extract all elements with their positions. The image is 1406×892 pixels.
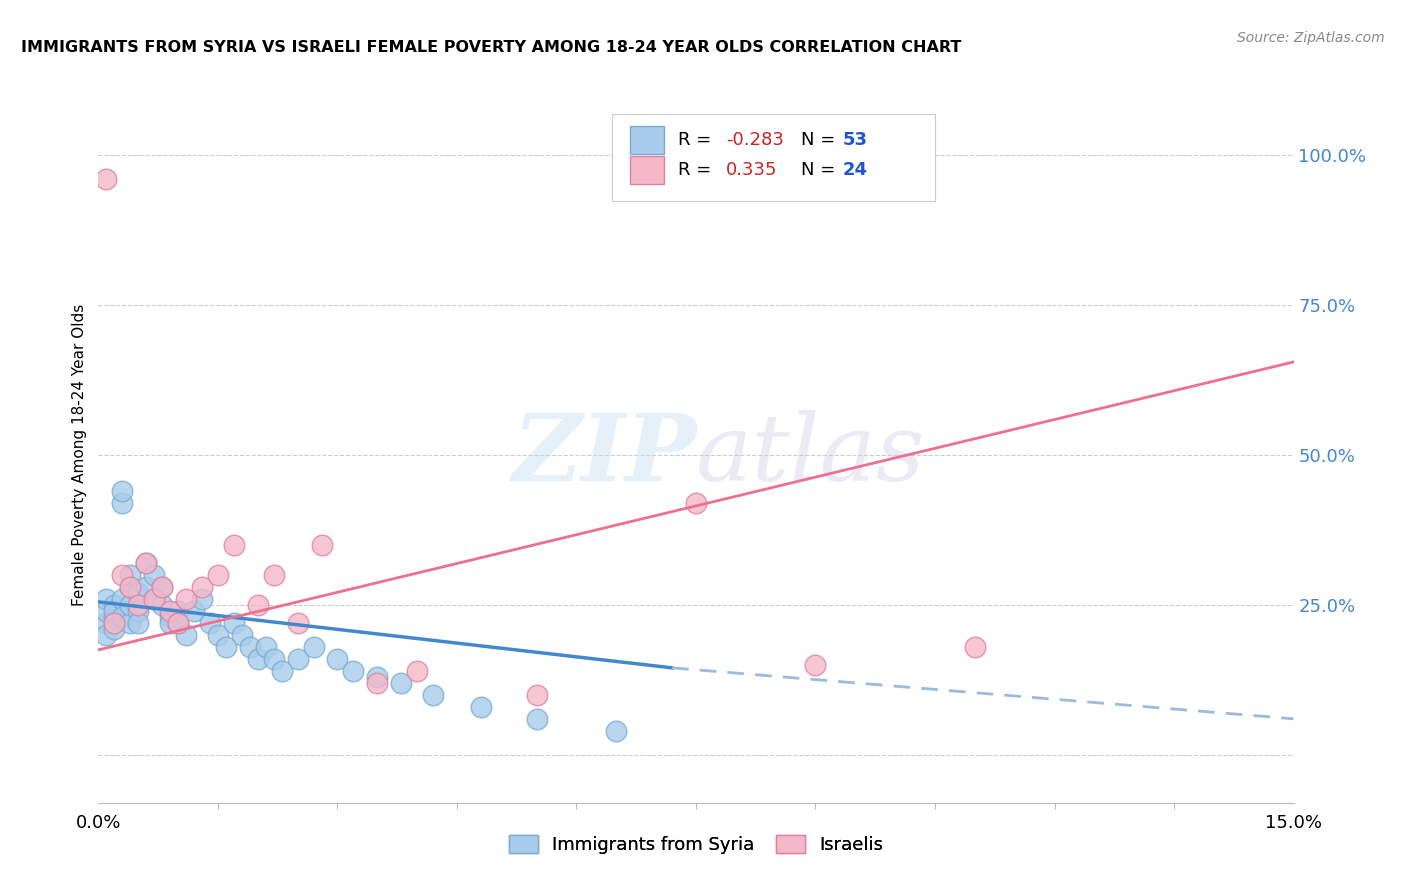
Point bbox=[389, 676, 412, 690]
Point bbox=[366, 670, 388, 684]
Point bbox=[215, 640, 238, 654]
Point bbox=[150, 580, 173, 594]
Point bbox=[135, 580, 157, 594]
Point bbox=[111, 483, 134, 498]
Point bbox=[143, 591, 166, 606]
Point bbox=[96, 172, 118, 186]
Point bbox=[103, 598, 125, 612]
Point bbox=[96, 615, 118, 630]
Point bbox=[103, 610, 125, 624]
Point bbox=[120, 615, 142, 630]
Point bbox=[302, 640, 325, 654]
Point bbox=[96, 604, 118, 618]
Legend: Immigrants from Syria, Israelis: Immigrants from Syria, Israelis bbox=[499, 826, 893, 863]
Point bbox=[111, 610, 134, 624]
Point bbox=[127, 586, 149, 600]
Text: IMMIGRANTS FROM SYRIA VS ISRAELI FEMALE POVERTY AMONG 18-24 YEAR OLDS CORRELATIO: IMMIGRANTS FROM SYRIA VS ISRAELI FEMALE … bbox=[21, 40, 962, 55]
FancyBboxPatch shape bbox=[613, 114, 935, 201]
Point bbox=[804, 657, 827, 672]
Point bbox=[120, 580, 142, 594]
Point bbox=[111, 567, 134, 582]
Text: -0.283: -0.283 bbox=[725, 131, 783, 149]
Text: ZIP: ZIP bbox=[512, 410, 696, 500]
Point bbox=[103, 615, 125, 630]
Point bbox=[254, 640, 277, 654]
Point bbox=[127, 615, 149, 630]
Text: N =: N = bbox=[801, 131, 841, 149]
Text: R =: R = bbox=[678, 131, 717, 149]
Point bbox=[963, 640, 986, 654]
Point bbox=[222, 615, 245, 630]
Point bbox=[406, 664, 429, 678]
Point bbox=[222, 538, 245, 552]
Point bbox=[120, 598, 142, 612]
Text: R =: R = bbox=[678, 161, 723, 178]
Point bbox=[135, 556, 157, 570]
Point bbox=[239, 640, 262, 654]
Text: 0.335: 0.335 bbox=[725, 161, 778, 178]
Point bbox=[422, 688, 444, 702]
Y-axis label: Female Poverty Among 18-24 Year Olds: Female Poverty Among 18-24 Year Olds bbox=[72, 304, 87, 606]
Point bbox=[96, 628, 118, 642]
Point bbox=[174, 628, 197, 642]
Point bbox=[103, 622, 125, 636]
Point bbox=[198, 615, 221, 630]
Point bbox=[526, 688, 548, 702]
Point bbox=[111, 496, 134, 510]
Text: 24: 24 bbox=[844, 161, 868, 178]
Point bbox=[191, 580, 214, 594]
Point bbox=[167, 615, 190, 630]
Point bbox=[174, 591, 197, 606]
Point bbox=[342, 664, 364, 678]
Point bbox=[263, 652, 285, 666]
Point bbox=[135, 556, 157, 570]
Point bbox=[120, 580, 142, 594]
Point bbox=[143, 567, 166, 582]
Text: Source: ZipAtlas.com: Source: ZipAtlas.com bbox=[1237, 31, 1385, 45]
Point bbox=[143, 591, 166, 606]
FancyBboxPatch shape bbox=[630, 126, 664, 153]
Point bbox=[120, 567, 142, 582]
Point bbox=[111, 591, 134, 606]
Point bbox=[605, 723, 627, 738]
Point bbox=[127, 604, 149, 618]
Point bbox=[246, 598, 269, 612]
Point bbox=[287, 652, 309, 666]
Text: 53: 53 bbox=[844, 131, 868, 149]
Text: atlas: atlas bbox=[696, 410, 925, 500]
Point bbox=[183, 604, 205, 618]
Point bbox=[150, 598, 173, 612]
Point bbox=[159, 610, 181, 624]
Point bbox=[263, 567, 285, 582]
FancyBboxPatch shape bbox=[630, 156, 664, 184]
Point bbox=[685, 496, 707, 510]
Text: N =: N = bbox=[801, 161, 841, 178]
Point bbox=[270, 664, 292, 678]
Point bbox=[326, 652, 349, 666]
Point bbox=[191, 591, 214, 606]
Point bbox=[207, 567, 229, 582]
Point bbox=[127, 598, 149, 612]
Point bbox=[246, 652, 269, 666]
Point bbox=[96, 591, 118, 606]
Point bbox=[103, 604, 125, 618]
Point bbox=[167, 604, 190, 618]
Point bbox=[103, 615, 125, 630]
Point bbox=[159, 604, 181, 618]
Point bbox=[526, 712, 548, 726]
Point bbox=[150, 580, 173, 594]
Point bbox=[207, 628, 229, 642]
Point bbox=[470, 699, 492, 714]
Point bbox=[287, 615, 309, 630]
Point bbox=[167, 615, 190, 630]
Point bbox=[231, 628, 253, 642]
Point bbox=[366, 676, 388, 690]
Point bbox=[159, 615, 181, 630]
Point bbox=[311, 538, 333, 552]
